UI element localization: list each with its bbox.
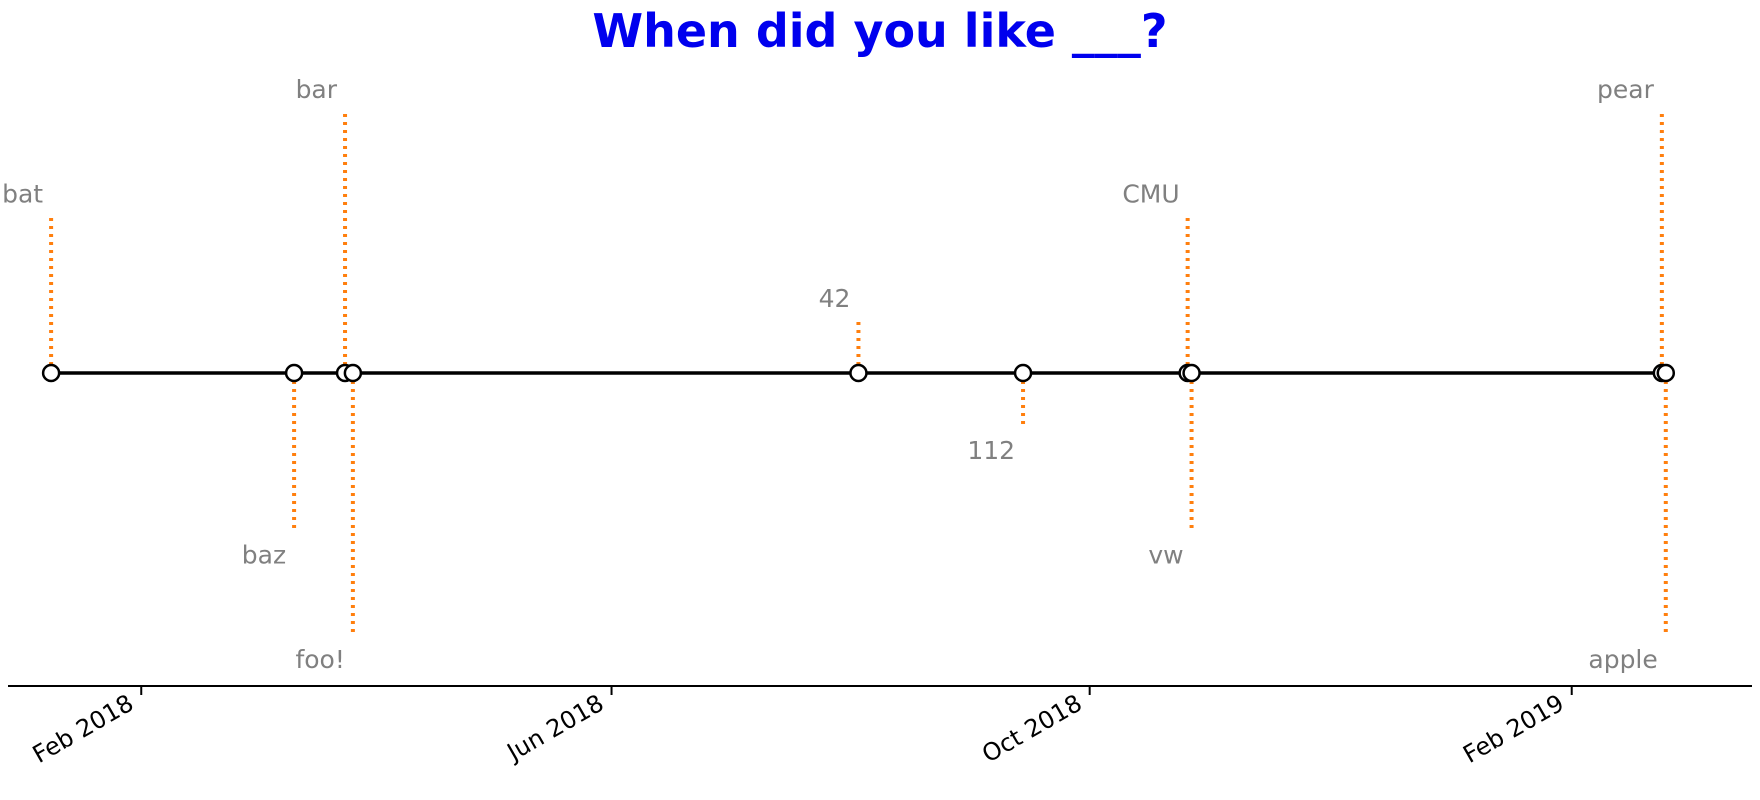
x-tick-label: Jun 2018 (501, 689, 609, 767)
event-label-pear: pear (1597, 75, 1655, 104)
marker-vw (1182, 363, 1201, 383)
event-label-foo!: foo! (295, 645, 344, 674)
marker-42 (849, 363, 868, 383)
marker-112 (1013, 363, 1033, 383)
x-ticks: Feb 2018 Jun 2018 Oct 2018 Feb 2019 (28, 686, 1573, 769)
marker-foo! (343, 363, 363, 383)
x-tick-label: Feb 2019 (1458, 689, 1568, 769)
event-markers (41, 363, 1676, 383)
event-label-42: 42 (819, 284, 851, 313)
event-labels: bat baz bar foo! 42 112 CMU vw pear apple (2, 75, 1658, 674)
marker-apple (1656, 363, 1676, 383)
event-label-112: 112 (967, 436, 1015, 465)
event-label-vw: vw (1148, 541, 1183, 570)
event-label-bat: bat (2, 180, 43, 209)
event-label-baz: baz (242, 541, 286, 570)
x-tick-label: Oct 2018 (977, 689, 1086, 768)
chart-title: When did you like ___? (592, 4, 1167, 58)
x-tick-label: Feb 2018 (28, 689, 138, 769)
event-label-bar: bar (296, 75, 338, 104)
marker-baz (284, 363, 304, 383)
stem-lines (49, 112, 1668, 634)
event-label-CMU: CMU (1122, 180, 1179, 209)
event-label-apple: apple (1588, 645, 1657, 674)
marker-bat (41, 363, 61, 383)
